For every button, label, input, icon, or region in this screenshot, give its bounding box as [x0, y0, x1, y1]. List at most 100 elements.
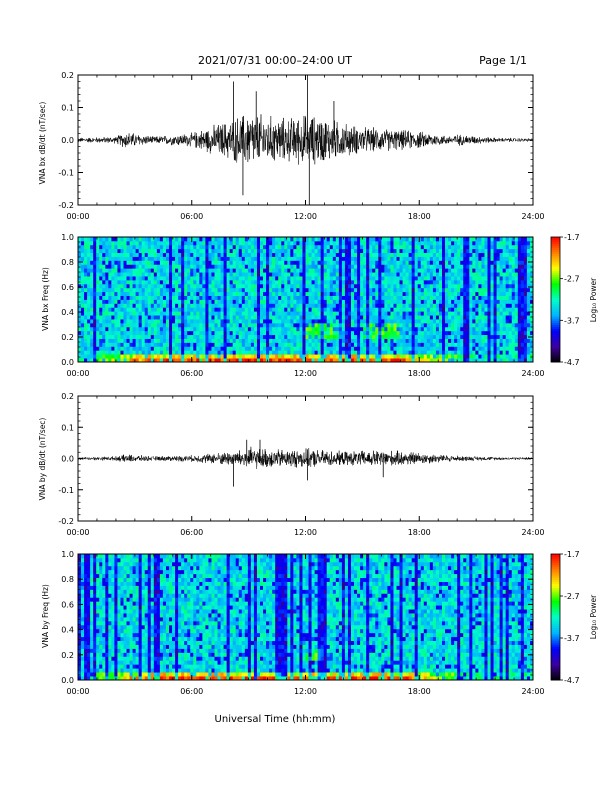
- spectrogram-cell: [144, 330, 149, 336]
- spectrogram-cell: [278, 279, 282, 285]
- spectrogram-cell: [508, 319, 513, 324]
- spectrogram-cell: [448, 322, 452, 328]
- spectrogram-cell: [129, 252, 133, 257]
- spectrogram-cell: [363, 252, 367, 257]
- spectrogram-cell: [108, 279, 112, 285]
- spectrogram-cell: [490, 256, 494, 261]
- spectrogram-cell: [451, 244, 455, 250]
- spectrogram-cell: [432, 350, 437, 355]
- spectrogram-cell: [202, 354, 206, 359]
- spectrogram-cell: [435, 291, 440, 296]
- spectrogram-cell: [187, 319, 191, 324]
- spectrogram-cell: [275, 240, 279, 246]
- spectrogram-cell: [514, 307, 519, 312]
- spectrogram-cell: [193, 264, 197, 269]
- spectrogram-cell: [499, 295, 504, 300]
- spectrogram-cell: [129, 338, 133, 343]
- spectrogram-cell: [278, 260, 282, 265]
- spectrogram-cell: [162, 252, 167, 257]
- spectrogram-cell: [481, 299, 485, 304]
- spectrogram-cell: [196, 276, 200, 281]
- spectrogram-cell: [347, 276, 352, 281]
- spectrogram-cell: [190, 244, 194, 250]
- spectrogram-cell: [384, 240, 388, 246]
- spectrogram-cell: [344, 350, 349, 355]
- spectrogram-cell: [408, 330, 413, 336]
- spectrogram-cell: [405, 354, 410, 359]
- spectrogram-cell: [426, 248, 431, 254]
- spectrogram-cell: [196, 291, 200, 296]
- spectrogram-cell: [153, 268, 158, 273]
- spectrogram-cell: [84, 276, 88, 281]
- spectrogram-cell: [235, 354, 240, 359]
- spectrogram-cell: [472, 342, 476, 347]
- spectrogram-cell: [123, 342, 127, 347]
- spectrogram-cell: [81, 346, 85, 351]
- spectrogram-cell: [460, 319, 464, 324]
- spectrogram-cell: [253, 237, 258, 242]
- spectrogram-cell: [411, 256, 416, 261]
- spectrogram-cell: [120, 276, 124, 281]
- spectrogram-cell: [126, 283, 130, 289]
- spectrogram-cell: [523, 272, 528, 277]
- spectrogram-cell: [408, 354, 413, 359]
- spectrogram-cell: [387, 342, 391, 347]
- spectrogram-cell: [181, 252, 185, 257]
- spectrogram-cell: [135, 240, 140, 246]
- spectrogram-cell: [429, 311, 434, 316]
- spectrogram-cell: [451, 291, 455, 296]
- spectrogram-cell: [499, 346, 504, 351]
- spectrogram-cell: [165, 276, 170, 281]
- spectrogram-cell: [493, 342, 497, 347]
- spectrogram-cell: [351, 319, 355, 324]
- spectrogram-cell: [290, 319, 294, 324]
- spectrogram-cell: [484, 264, 488, 269]
- spectrogram-cell: [266, 268, 270, 273]
- spectrogram-cell: [490, 272, 494, 277]
- spectrogram-cell: [229, 326, 234, 332]
- spectrogram-cell: [217, 303, 221, 308]
- spectrogram-cell: [396, 358, 400, 363]
- spectrogram-cell: [117, 256, 121, 261]
- spectrogram-cell: [344, 303, 349, 308]
- spectrogram-cell: [357, 311, 361, 316]
- spectrogram-cell: [84, 358, 88, 363]
- spectrogram-cell: [293, 291, 297, 296]
- spectrogram-cell: [178, 268, 182, 273]
- spectrogram-cell: [317, 334, 322, 339]
- spectrogram-cell: [326, 299, 331, 304]
- spectrogram-cell: [229, 287, 234, 293]
- spectrogram-cell: [238, 256, 243, 261]
- spectrogram-cell: [156, 330, 161, 336]
- spectrogram-cell: [351, 338, 355, 343]
- spectrogram-cell: [493, 291, 497, 296]
- spectrogram-cell: [520, 283, 525, 289]
- spectrogram-cell: [117, 303, 121, 308]
- spectrogram-cell: [426, 264, 431, 269]
- spectrogram-cell: [278, 237, 282, 242]
- spectrogram-cell: [90, 354, 94, 359]
- spectrogram-cell: [448, 307, 452, 312]
- spectrogram-cell: [472, 287, 476, 293]
- spectrogram-cell: [141, 330, 146, 336]
- spectrogram-cell: [272, 244, 276, 250]
- spectrogram-cell: [90, 346, 94, 351]
- spectrogram-cell: [250, 248, 255, 254]
- spectrogram-cell: [384, 283, 388, 289]
- spectrogram-cell: [369, 322, 373, 328]
- spectrogram-cell: [311, 307, 315, 312]
- spectrogram-cell: [496, 276, 501, 281]
- spectrogram-cell: [402, 307, 406, 312]
- spectrogram-cell: [438, 252, 443, 257]
- spectrogram-cell: [96, 264, 100, 269]
- spectrogram-cell: [147, 256, 152, 261]
- spectrogram-cell: [247, 252, 252, 257]
- spectrogram-cell: [105, 303, 109, 308]
- spectrogram-cell: [302, 295, 306, 300]
- spectrogram-cell: [417, 260, 422, 265]
- spectrogram-cell: [141, 326, 146, 332]
- spectrogram-cell: [159, 252, 164, 257]
- spectrogram-cell: [150, 338, 155, 343]
- spectrogram-cell: [448, 244, 452, 250]
- spectrogram-cell: [511, 295, 516, 300]
